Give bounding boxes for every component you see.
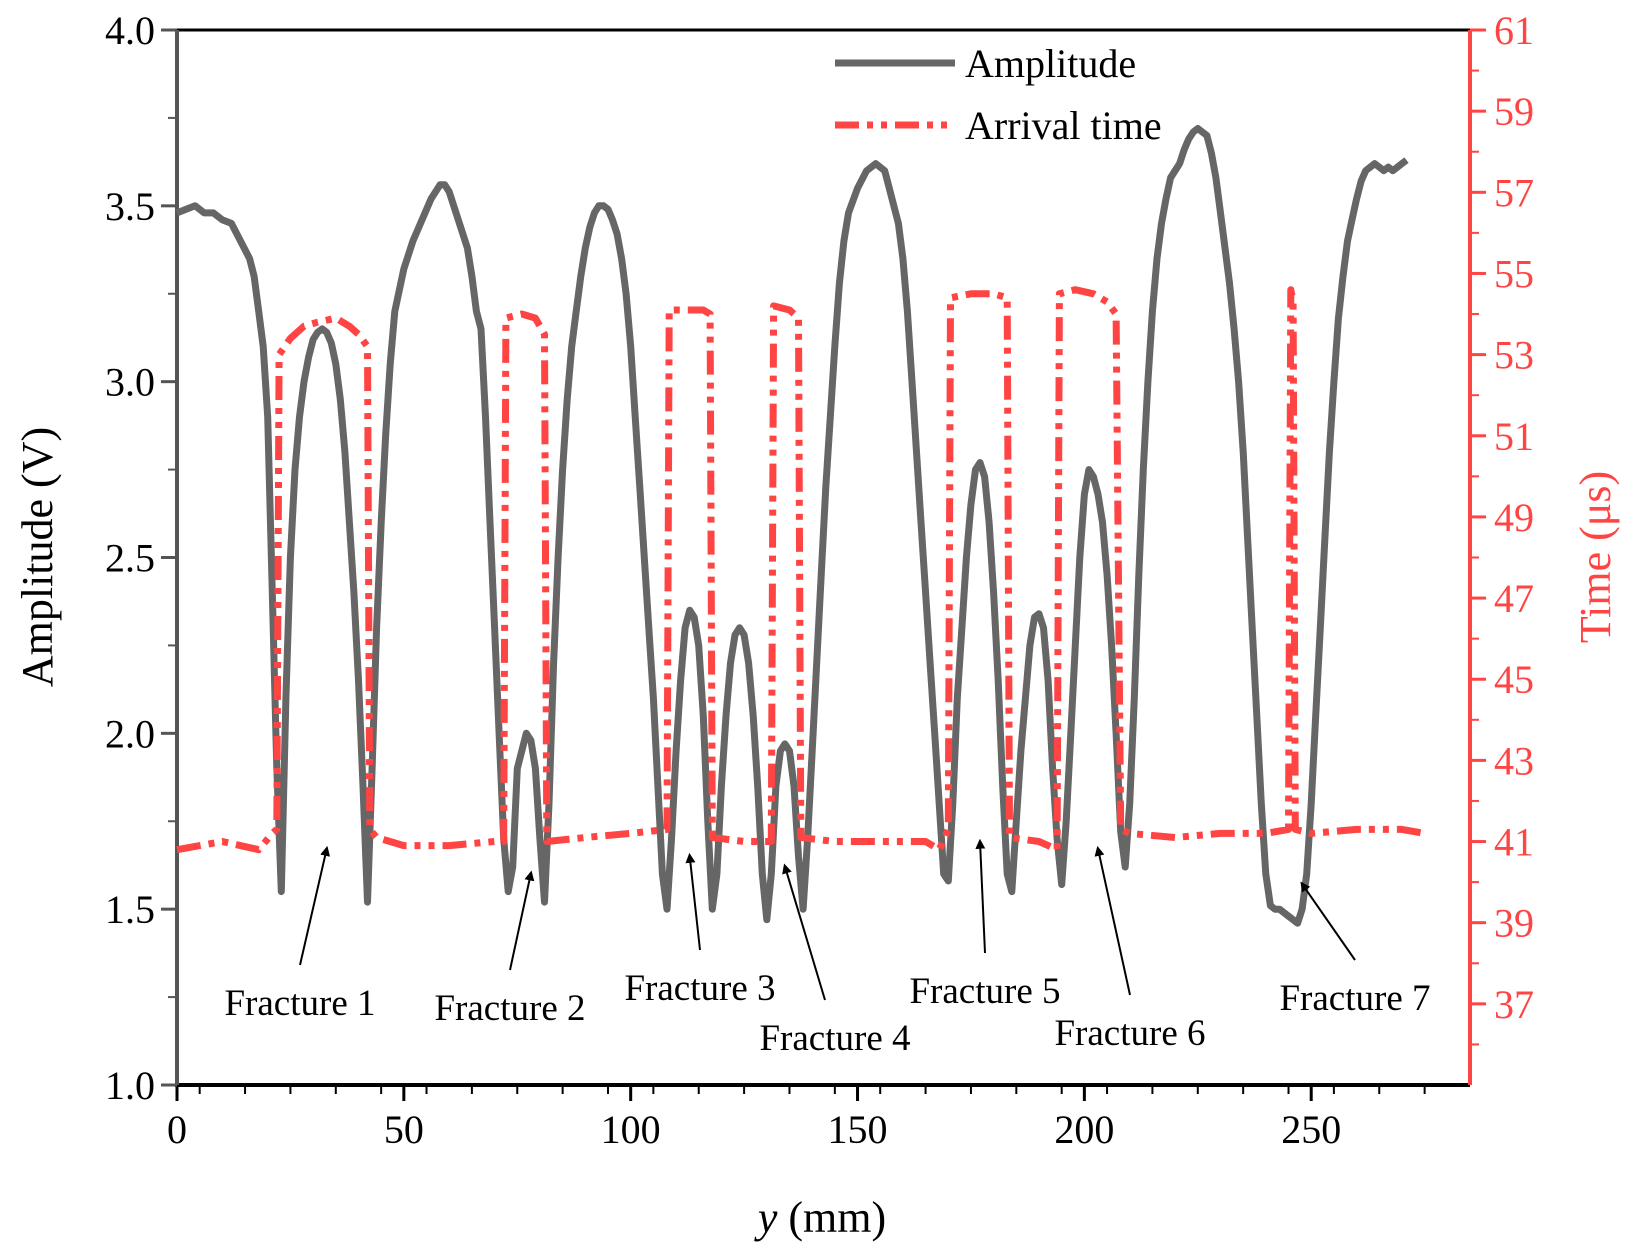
y-axis-right-title: Time (μs) <box>1571 471 1620 643</box>
y-right-tick-label-1: 39 <box>1494 901 1534 946</box>
y-right-tick-label-3: 43 <box>1494 738 1534 783</box>
annotation-label-4: Fracture 4 <box>759 1018 910 1059</box>
annotation-label-2: Fracture 2 <box>434 988 585 1029</box>
y-left-tick-label-6: 4.0 <box>105 8 155 53</box>
legend-amplitude-label: Amplitude <box>965 41 1136 86</box>
x-axis-title-italic: y <box>754 1193 778 1242</box>
ticks: 0 50 100 150 200 250 1.0 1.5 2.0 2.5 3.0 3.5 4.0 37 39… <box>105 8 1534 1152</box>
annotations: Fracture 1 Fracture 2 Fracture 3 Fracture 4… <box>224 838 1431 1059</box>
annotation-arrow-3 <box>685 852 701 951</box>
x-tick-label-0: 0 <box>167 1107 187 1152</box>
x-tick-label-2: 100 <box>601 1107 661 1152</box>
x-axis-title: y (mm) <box>754 1193 886 1242</box>
y-left-tick-label-5: 3.5 <box>105 184 155 229</box>
y-axis-left-title: Amplitude (V) <box>13 427 62 687</box>
annotation-label-6: Fracture 6 <box>1054 1013 1205 1054</box>
y-left-tick-label-0: 1.0 <box>105 1063 155 1108</box>
annotation-label-1: Fracture 1 <box>224 983 375 1024</box>
x-tick-label-4: 200 <box>1054 1107 1114 1152</box>
y-right-tick-label-2: 41 <box>1494 820 1534 865</box>
y-right-tick-label-12: 61 <box>1494 8 1534 53</box>
x-axis-title-rest: (mm) <box>777 1193 886 1242</box>
legend: Amplitude Arrival time <box>835 41 1162 148</box>
y-left-tick-label-4: 3.0 <box>105 360 155 405</box>
annotation-arrow-2 <box>509 870 535 971</box>
y-left-tick-label-1: 1.5 <box>105 887 155 932</box>
series <box>175 125 1426 927</box>
y-right-tick-label-10: 57 <box>1494 170 1534 215</box>
x-tick-label-1: 50 <box>384 1107 424 1152</box>
annotation-arrow-5 <box>975 838 986 954</box>
annotation-label-5: Fracture 5 <box>909 971 1060 1012</box>
y-left-tick-label-3: 2.5 <box>105 536 155 581</box>
y-right-tick-label-4: 45 <box>1494 657 1534 702</box>
y-right-tick-label-11: 59 <box>1494 89 1534 134</box>
y-right-tick-label-8: 53 <box>1494 333 1534 378</box>
annotation-label-3: Fracture 3 <box>624 968 775 1009</box>
y-right-tick-label-9: 55 <box>1494 251 1534 296</box>
annotation-arrow-4 <box>782 863 826 1001</box>
y-right-tick-label-0: 37 <box>1494 982 1534 1027</box>
y-right-tick-label-7: 51 <box>1494 414 1534 459</box>
x-tick-label-5: 250 <box>1281 1107 1341 1152</box>
series-line-arrival-time <box>176 286 1426 854</box>
annotation-label-7: Fracture 7 <box>1279 978 1430 1019</box>
annotation-arrow-6 <box>1094 845 1131 996</box>
y-right-tick-label-5: 47 <box>1494 576 1534 621</box>
annotation-arrow-1 <box>299 845 331 966</box>
annotation-arrow-7 <box>1300 881 1356 961</box>
x-tick-label-3: 150 <box>828 1107 888 1152</box>
series-line-amplitude <box>175 125 1409 927</box>
y-left-tick-label-2: 2.0 <box>105 711 155 756</box>
legend-arrival-label: Arrival time <box>965 103 1162 148</box>
y-right-tick-label-6: 49 <box>1494 495 1534 540</box>
